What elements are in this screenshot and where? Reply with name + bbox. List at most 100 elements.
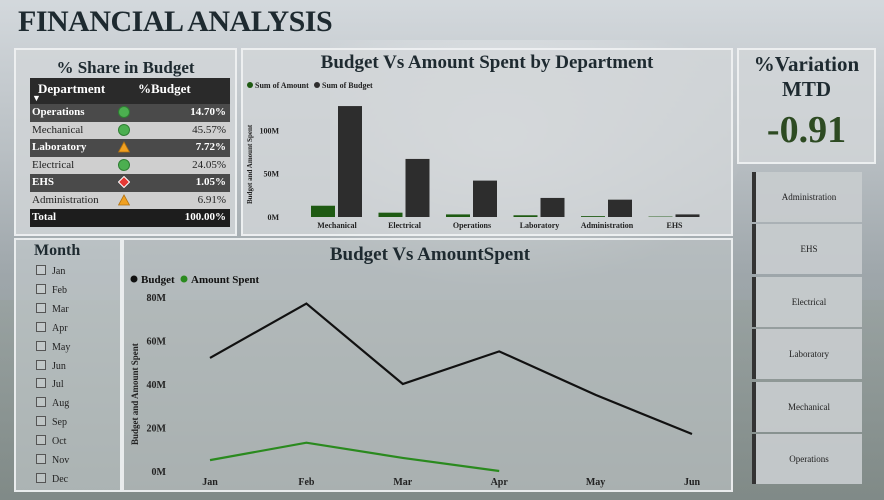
green-circle-icon [118,123,130,136]
checkbox[interactable] [36,397,46,408]
bar-budget-laboratory[interactable] [540,197,565,217]
checkbox[interactable] [36,435,46,446]
y-tick-label: 50M [263,170,279,179]
month-item-jul[interactable]: Jul [36,378,64,390]
share-table-header: Department ▼ %Budget [30,78,230,104]
bar-amount-administration[interactable] [581,216,605,217]
month-item-sep[interactable]: Sep [36,416,67,428]
line-chart-ylabel: Budget and Amount Spent [130,343,140,445]
x-tick-label: Mar [393,477,412,488]
bar-budget-administration[interactable] [608,199,632,217]
slicer-item-laboratory[interactable]: Laboratory [752,329,862,380]
variation-value: -0.91 [766,109,847,151]
department-name: Operations [32,106,85,118]
month-item-apr[interactable]: Apr [36,321,68,334]
month-item-dec[interactable]: Dec [36,472,69,485]
x-tick-label: Mechanical [317,221,357,230]
month-item-feb[interactable]: Feb [36,283,67,296]
month-slicer: Month Jan Feb Mar Apr May Jun Jul Aug Sep Oct Nov D… [14,238,122,492]
checkbox[interactable] [36,378,46,389]
bar-budget-electrical[interactable] [405,158,430,217]
red-diamond-icon [117,175,131,189]
slicer-item-ehs[interactable]: EHS [752,224,862,275]
legend-swatch-budget [314,82,320,88]
legend-label-budget: Budget [141,274,175,286]
slicer-item-electrical[interactable]: Electrical [752,276,862,327]
checkbox[interactable] [36,340,46,351]
bar-amount-laboratory[interactable] [513,215,538,217]
bar-budget-mechanical[interactable] [338,106,362,217]
month-label: Oct [52,436,67,448]
column-header-budget[interactable]: %Budget [138,81,191,96]
month-item-jan[interactable]: Jan [36,265,65,277]
yellow-triangle-icon [117,193,131,206]
y-tick-label: 80M [147,293,167,304]
line-series-budget[interactable] [209,302,693,436]
share-row-mechanical[interactable]: Mechanical 45.57% [30,121,230,139]
x-tick-label: Jun [684,477,701,488]
month-label: Apr [52,322,68,334]
checkbox[interactable] [36,302,46,313]
month-item-oct[interactable]: Oct [36,435,66,447]
budget-percent: 6.91% [197,193,226,206]
department-name: Mechanical [32,123,84,136]
y-tick-label: 20M [147,424,167,435]
bar-amount-mechanical[interactable] [311,205,335,217]
checkbox[interactable] [36,265,46,275]
y-tick-label: 40M [147,380,167,391]
column-header-department[interactable]: Department [38,81,106,96]
line-chart-legend: Budget Amount Spent [130,274,259,286]
checkbox[interactable] [36,359,46,370]
bar-amount-electrical[interactable] [378,212,403,217]
slicer-item-administration[interactable]: Administration [752,172,862,222]
sort-down-icon[interactable]: ▼ [32,93,41,103]
share-row-laboratory[interactable]: Laboratory 7.72% [30,139,230,157]
department-name: Laboratory [32,141,87,153]
month-label: Aug [52,398,70,410]
slicer-item-mechanical[interactable]: Mechanical [752,381,862,432]
month-item-mar[interactable]: Mar [36,302,69,315]
month-item-jun[interactable]: Jun [36,359,66,372]
month-label: Jul [52,379,64,391]
page-title: FINANCIAL ANALYSIS [18,5,333,38]
bar-budget-ehs[interactable] [675,214,700,217]
month-label: Dec [52,473,69,485]
x-tick-label: Electrical [388,221,422,230]
x-tick-label: Feb [298,477,315,488]
checkbox[interactable] [36,283,46,294]
share-row-operations[interactable]: Operations 14.70% [30,104,230,122]
month-item-aug[interactable]: Aug [36,397,69,409]
month-item-may[interactable]: May [36,340,70,353]
checkbox[interactable] [36,472,46,483]
line-chart-panel: Budget Vs AmountSpent Budget Amount Spent B… [122,238,733,492]
x-tick-label: EHS [666,221,683,230]
yellow-triangle-icon [117,141,131,153]
share-row-ehs[interactable]: EHS 1.05% [30,174,230,192]
bar-budget-operations[interactable] [473,180,497,217]
month-label: Sep [52,417,67,429]
department-name: Electrical [32,158,75,171]
slicer-item-operations[interactable]: Operations [752,434,862,484]
budget-percent: 14.70% [190,106,226,118]
checkbox[interactable] [36,416,46,427]
month-label: Nov [52,455,70,466]
budget-percent: 45.57% [192,123,226,136]
legend-label-amount: Sum of Amount [255,81,309,90]
line-series-amount-spent[interactable] [209,441,500,473]
month-item-nov[interactable]: Nov [36,454,69,466]
x-tick-label: Apr [491,477,509,488]
budget-percent: 24.05% [192,158,226,171]
month-label: Feb [52,284,67,296]
checkbox[interactable] [36,321,46,332]
bar-chart-ylabel: Budget and Amount Spent [246,124,254,204]
share-row-electrical[interactable]: Electrical 24.05% [30,156,230,174]
green-circle-icon [118,158,130,171]
share-row-administration[interactable]: Administration 6.91% [30,191,230,209]
bar-amount-operations[interactable] [446,214,470,217]
department-slicer: Administration EHS Electrical Laboratory Mec… [752,172,862,484]
checkbox[interactable] [36,454,46,464]
x-tick-label: Jan [202,477,218,488]
budget-percent: 1.05% [195,176,226,188]
variation-title-line2: MTD [782,77,831,101]
bar-chart-title: Budget Vs Amount Spent by Department [321,52,654,73]
